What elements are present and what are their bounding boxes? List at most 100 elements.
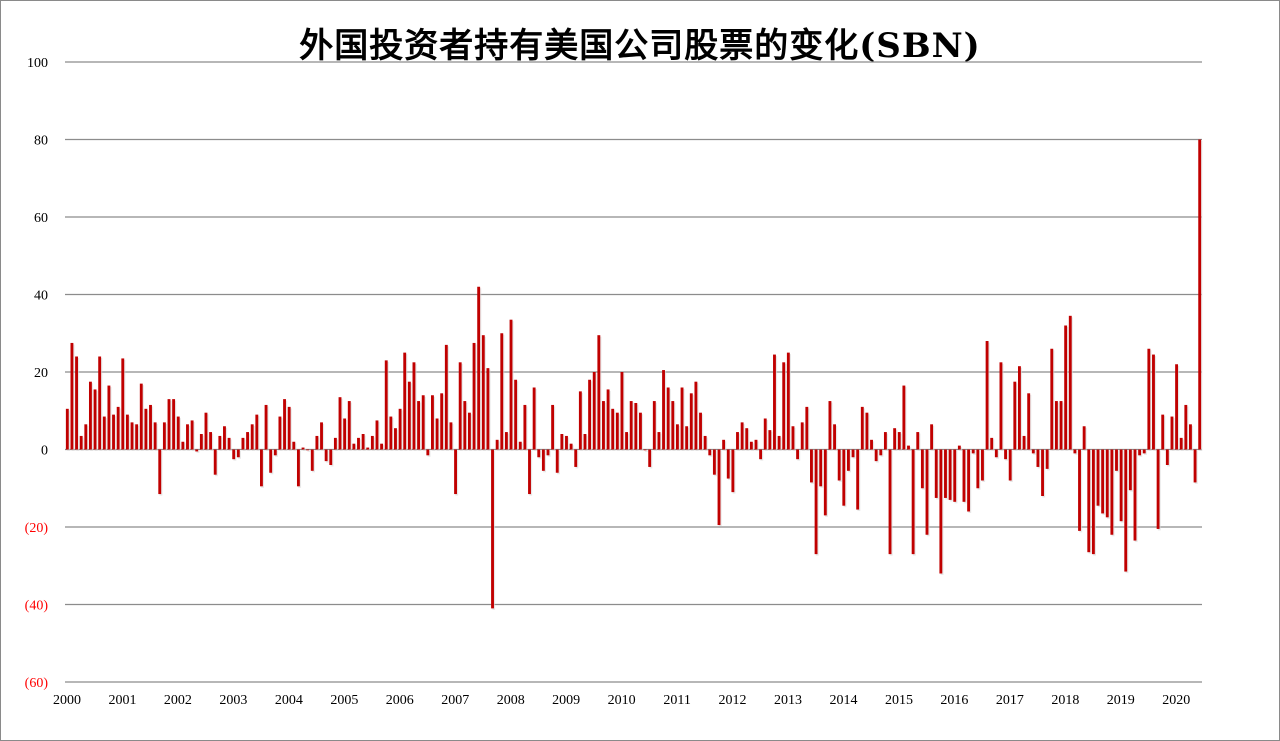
bar (375, 420, 379, 450)
bar (925, 449, 929, 535)
bar (860, 406, 864, 450)
bar (343, 418, 347, 450)
bar (246, 432, 249, 450)
bar (962, 449, 966, 502)
bar (380, 443, 384, 450)
bar (1082, 426, 1086, 450)
y-tick-label: 20 (34, 366, 48, 381)
bar (195, 449, 199, 452)
bar (629, 401, 633, 450)
bar (389, 416, 393, 450)
x-tick-label: 2004 (275, 693, 303, 708)
bar (597, 335, 601, 450)
x-tick-label: 2017 (996, 693, 1024, 708)
bar-series (65, 139, 1203, 610)
bar (491, 449, 494, 609)
bar (135, 424, 139, 450)
y-tick-label: 0 (41, 444, 48, 459)
bar (703, 435, 707, 450)
bar (1031, 449, 1035, 454)
bar (431, 395, 434, 450)
bar (759, 449, 763, 460)
bar (98, 356, 102, 450)
x-tick-label: 2007 (441, 693, 469, 708)
bar (541, 449, 545, 471)
bar (708, 449, 712, 456)
bar (1170, 416, 1174, 450)
bar (260, 449, 263, 487)
bar (939, 449, 943, 574)
bar (805, 406, 809, 450)
bar (463, 401, 467, 450)
bar (495, 439, 499, 450)
bar (176, 416, 180, 450)
bar (241, 437, 245, 450)
bar (310, 449, 314, 471)
bar (1147, 348, 1151, 450)
bar (144, 408, 148, 450)
bar (75, 356, 78, 450)
bar (736, 432, 739, 450)
bar (333, 437, 337, 450)
bar (717, 449, 721, 526)
bar (1152, 354, 1155, 450)
bar (283, 399, 286, 450)
bar (883, 432, 887, 450)
bar (250, 424, 254, 450)
bar (1128, 449, 1132, 491)
bar (611, 408, 615, 450)
bar (269, 449, 273, 473)
bar (403, 352, 407, 450)
bar-shadow (644, 451, 648, 452)
bar (93, 389, 97, 450)
bar (800, 422, 804, 450)
bar (680, 387, 684, 450)
x-tick-label: 2011 (663, 693, 690, 708)
bar (1068, 315, 1072, 450)
bar (181, 441, 185, 450)
bar (916, 432, 920, 450)
bar (574, 449, 578, 467)
bar (236, 449, 240, 458)
bar (1013, 381, 1017, 450)
bar (768, 430, 772, 450)
bar (273, 449, 277, 456)
bar (421, 395, 425, 450)
bar (149, 404, 152, 450)
x-tick-label: 2002 (164, 693, 192, 708)
bar (1091, 449, 1095, 555)
bar (514, 379, 518, 450)
bar (976, 449, 980, 489)
bar (153, 422, 157, 450)
bar (296, 449, 300, 487)
gridlines (65, 61, 1202, 683)
bar (1133, 449, 1137, 541)
bar (186, 424, 189, 450)
bar (1110, 449, 1114, 535)
bar (301, 447, 305, 450)
bar (689, 393, 693, 450)
bar (523, 404, 527, 450)
bar (444, 344, 448, 450)
bar (324, 449, 328, 462)
bar (65, 408, 69, 450)
bar (458, 362, 462, 450)
y-axis-labels: 100 80 60 40 20 0 (20) (40) (60) (25, 56, 49, 691)
bar (1175, 364, 1179, 450)
bar (440, 393, 444, 450)
bar (615, 412, 619, 450)
bar (990, 437, 994, 450)
bar (911, 449, 915, 555)
bar (315, 435, 319, 450)
bar (907, 445, 910, 450)
bar (338, 397, 342, 450)
bar (846, 449, 850, 471)
bar (204, 412, 208, 450)
bar (1087, 449, 1091, 553)
bar (685, 426, 689, 450)
bar (814, 449, 818, 555)
bar (435, 418, 439, 450)
bar (1041, 449, 1044, 496)
bar (879, 449, 883, 456)
